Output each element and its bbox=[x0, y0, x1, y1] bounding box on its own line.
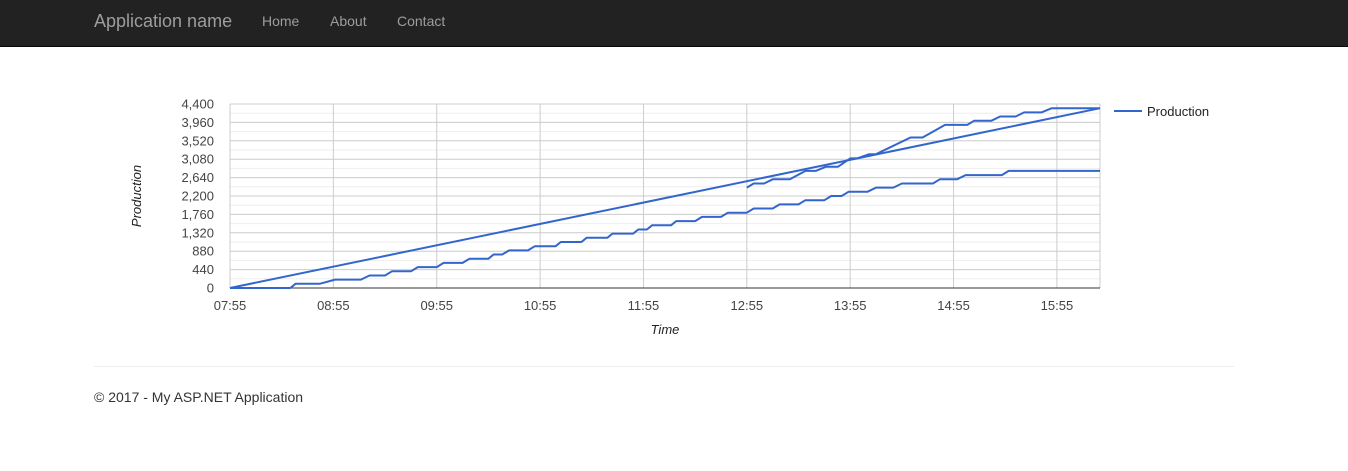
nav-link-contact[interactable]: Contact bbox=[397, 13, 446, 29]
x-tick-label: 15:55 bbox=[1041, 298, 1074, 313]
x-tick-label: 08:55 bbox=[317, 298, 350, 313]
nav-link-home[interactable]: Home bbox=[262, 13, 300, 29]
x-tick-label: 09:55 bbox=[420, 298, 453, 313]
y-tick-label: 440 bbox=[192, 262, 214, 277]
footer-divider bbox=[94, 366, 1234, 367]
x-tick-label: 07:55 bbox=[214, 298, 247, 313]
x-tick-label: 11:55 bbox=[628, 298, 660, 313]
y-tick-label: 880 bbox=[192, 244, 214, 259]
production-chart: 0 440 880 1,320 1,760 2,200 2,640 3,080 3,520 3,9… bbox=[129, 97, 1209, 338]
y-tick-label: 2,640 bbox=[181, 170, 214, 185]
nav-link-about[interactable]: About bbox=[330, 13, 367, 29]
x-axis-title: Time bbox=[651, 322, 680, 337]
y-tick-label: 2,200 bbox=[181, 189, 214, 204]
x-tick-label: 13:55 bbox=[834, 298, 867, 313]
x-tick-label: 12:55 bbox=[731, 298, 764, 313]
series-line-2 bbox=[229, 107, 1101, 289]
brand-link[interactable]: Application name bbox=[94, 11, 233, 31]
y-tick-label: 4,400 bbox=[181, 97, 214, 112]
series-line-1 bbox=[230, 169, 1100, 289]
y-tick-label: 0 bbox=[207, 281, 214, 296]
y-tick-label: 1,320 bbox=[181, 225, 214, 240]
y-axis-title: Production bbox=[129, 165, 144, 227]
y-tick-label: 3,080 bbox=[181, 152, 214, 167]
y-tick-label: 3,960 bbox=[181, 115, 214, 130]
legend-label: Production bbox=[1147, 104, 1209, 119]
x-tick-label: 14:55 bbox=[937, 298, 970, 313]
footer-text: © 2017 - My ASP.NET Application bbox=[94, 389, 304, 405]
navbar: Application name Home About Contact bbox=[0, 0, 1348, 47]
y-tick-label: 3,520 bbox=[181, 133, 214, 148]
x-tick-label: 10:55 bbox=[524, 298, 557, 313]
y-tick-label: 1,760 bbox=[181, 207, 214, 222]
series-line-3 bbox=[746, 107, 1100, 189]
